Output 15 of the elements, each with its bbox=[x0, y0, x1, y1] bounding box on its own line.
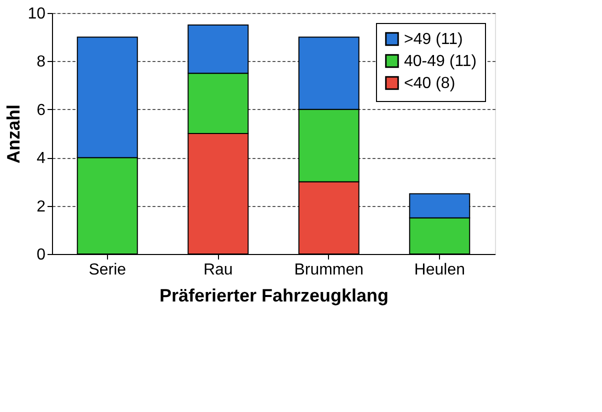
y-tick-label: 2 bbox=[36, 198, 46, 216]
y-tick-label: 10 bbox=[28, 6, 46, 22]
x-tick-label: Rau bbox=[203, 262, 233, 278]
x-axis-title: Präferierter Fahrzeugklang bbox=[159, 286, 389, 306]
y-tick-label: 8 bbox=[36, 54, 46, 71]
y-axis-title: Anzahl bbox=[4, 104, 24, 164]
y-tick-label: 6 bbox=[36, 102, 46, 119]
x-tick-label: Heulen bbox=[414, 262, 465, 278]
legend-label: <40 (8) bbox=[404, 75, 456, 92]
y-tick-label: 4 bbox=[36, 150, 46, 168]
legend-label: 40-49 (11) bbox=[404, 53, 477, 70]
legend-label: >49 (11) bbox=[404, 31, 463, 48]
x-tick-label: Serie bbox=[88, 262, 126, 278]
x-tick-label: Brummen bbox=[294, 262, 364, 278]
y-tick-label: 0 bbox=[36, 246, 46, 264]
